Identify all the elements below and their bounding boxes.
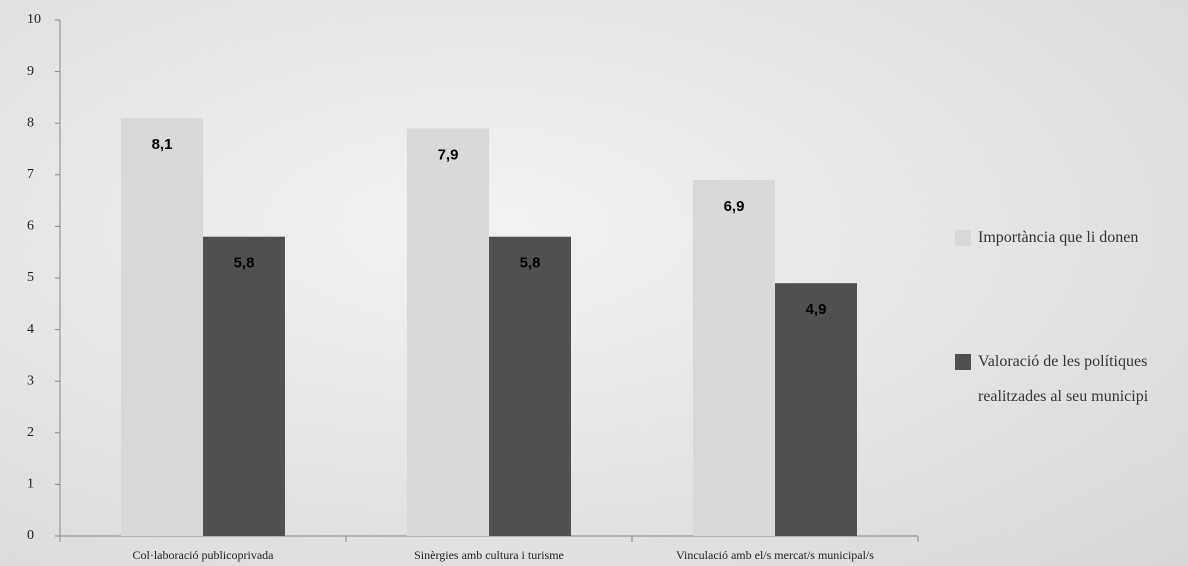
value-label: 5,8 [520, 255, 541, 272]
bar [203, 236, 285, 536]
legend-label: Valoració de les polítiques realitzades … [978, 353, 1149, 405]
bar [121, 118, 203, 536]
bar [775, 283, 857, 536]
bar [693, 179, 775, 536]
y-tick-label: 7 [27, 167, 34, 182]
bar [489, 236, 571, 536]
legend-swatch [955, 230, 971, 246]
y-tick-label: 9 [27, 64, 34, 79]
value-label: 7,9 [438, 146, 459, 163]
x-tick-label: Col·laboració publicoprivada [133, 548, 275, 562]
legend-label: Importància que li donen [978, 229, 1139, 246]
x-tick-label: Vinculació amb el/s mercat/s municipal/s [676, 548, 874, 562]
value-label: 6,9 [724, 198, 745, 215]
y-tick-label: 2 [27, 425, 34, 440]
y-tick-label: 6 [27, 219, 34, 234]
value-label: 8,1 [152, 136, 173, 153]
bar [407, 128, 489, 537]
legend-swatch [955, 354, 971, 370]
y-tick-label: 0 [27, 528, 34, 543]
y-tick-label: 4 [27, 322, 34, 337]
y-tick-label: 10 [27, 12, 41, 27]
value-label: 5,8 [234, 255, 255, 272]
y-tick-label: 5 [27, 270, 34, 285]
x-tick-label: Sinèrgies amb cultura i turisme [414, 548, 564, 562]
value-label: 4,9 [806, 301, 827, 318]
y-tick-label: 3 [27, 373, 34, 388]
y-tick-label: 1 [27, 477, 34, 492]
y-tick-label: 8 [27, 115, 34, 130]
